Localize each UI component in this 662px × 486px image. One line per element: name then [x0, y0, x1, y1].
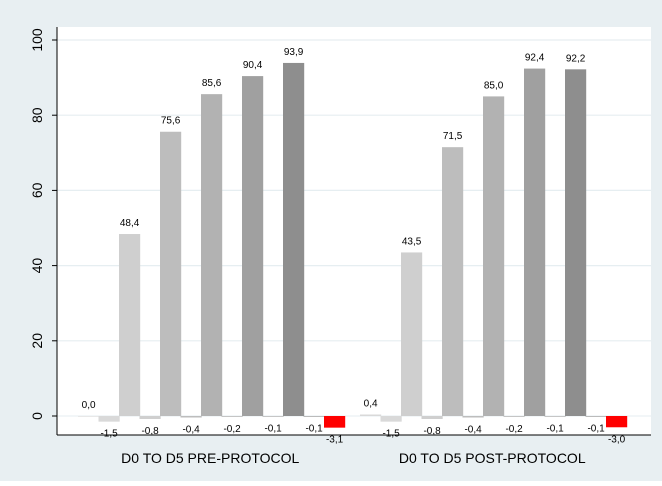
bar-post-3: [421, 416, 443, 420]
y-axis-ticks: 0 20 40 60 80 100: [29, 28, 57, 420]
bar-pre-12: [324, 416, 346, 428]
data-label: -3,0: [608, 434, 626, 445]
data-label: -0,1: [546, 423, 564, 434]
data-label: 90,4: [243, 60, 263, 71]
y-tick-label: 60: [29, 182, 45, 198]
data-label: -1,5: [382, 429, 400, 440]
plot-area: [57, 27, 651, 435]
data-label: -0,2: [505, 424, 523, 435]
data-label: -0,1: [587, 423, 605, 434]
bar-pre-5: [180, 416, 202, 418]
data-label: -0,4: [182, 425, 200, 436]
data-labels: 0,0 -1,5 48,4 -0,8 75,6 -0,4 85,6 -0,2 90,4 -0,1 9…: [82, 47, 626, 446]
bar-post-2: [401, 252, 423, 416]
bar-post-6: [483, 96, 505, 417]
bar-post-9: [544, 416, 566, 417]
data-label: 92,2: [566, 53, 586, 64]
data-label: 48,4: [120, 218, 140, 229]
bar-pre-3: [139, 416, 161, 420]
bar-post-8: [524, 68, 546, 417]
data-label: -3,1: [326, 435, 344, 446]
bar-post-10: [565, 69, 587, 416]
data-label: 93,9: [284, 47, 304, 58]
x-axis-labels: D0 TO D5 PRE-PROTOCOL D0 TO D5 POST-PROTO…: [121, 450, 586, 466]
data-label: -0,2: [223, 424, 241, 435]
bar-pre-10: [283, 62, 305, 416]
bar-pre-0: [78, 416, 100, 417]
y-tick-label: 40: [29, 258, 45, 274]
bar-post-0: [360, 414, 382, 416]
axes: [56, 27, 651, 436]
data-label: -0,1: [264, 423, 282, 434]
bar-pre-4: [160, 131, 182, 416]
data-label: 0,4: [364, 398, 378, 409]
bar-pre-2: [119, 234, 141, 416]
bars: [78, 62, 628, 428]
bar-pre-11: [303, 416, 325, 417]
data-label: 71,5: [443, 131, 463, 142]
data-label: 85,0: [484, 80, 504, 91]
y-tick-label: 80: [29, 107, 45, 123]
bar-post-5: [462, 416, 484, 418]
data-label: 92,4: [525, 53, 545, 64]
bar-pre-6: [201, 94, 223, 417]
bar-pre-9: [262, 416, 284, 417]
data-label: -0,8: [141, 426, 159, 437]
bar-pre-8: [242, 76, 264, 416]
data-label: -1,5: [100, 429, 118, 440]
data-label: 43,5: [402, 236, 422, 247]
bar-pre-1: [98, 416, 120, 422]
data-label: 75,6: [161, 116, 181, 127]
data-label: -0,1: [305, 423, 323, 434]
data-label: 0,0: [82, 400, 96, 411]
bar-pre-7: [221, 416, 243, 417]
x-category-label: D0 TO D5 POST-PROTOCOL: [399, 450, 586, 466]
bar-post-4: [442, 147, 464, 416]
bar-post-11: [585, 416, 607, 417]
y-tick-label: 0: [29, 412, 45, 420]
data-label: -0,8: [423, 426, 441, 437]
bar-post-12: [606, 416, 628, 428]
x-category-label: D0 TO D5 PRE-PROTOCOL: [121, 450, 299, 466]
y-tick-label: 20: [29, 333, 45, 349]
bar-post-7: [503, 416, 525, 417]
y-tick-label: 100: [29, 28, 45, 52]
data-label: 85,6: [202, 78, 222, 89]
bar-post-1: [380, 416, 402, 422]
data-label: -0,4: [464, 425, 482, 436]
